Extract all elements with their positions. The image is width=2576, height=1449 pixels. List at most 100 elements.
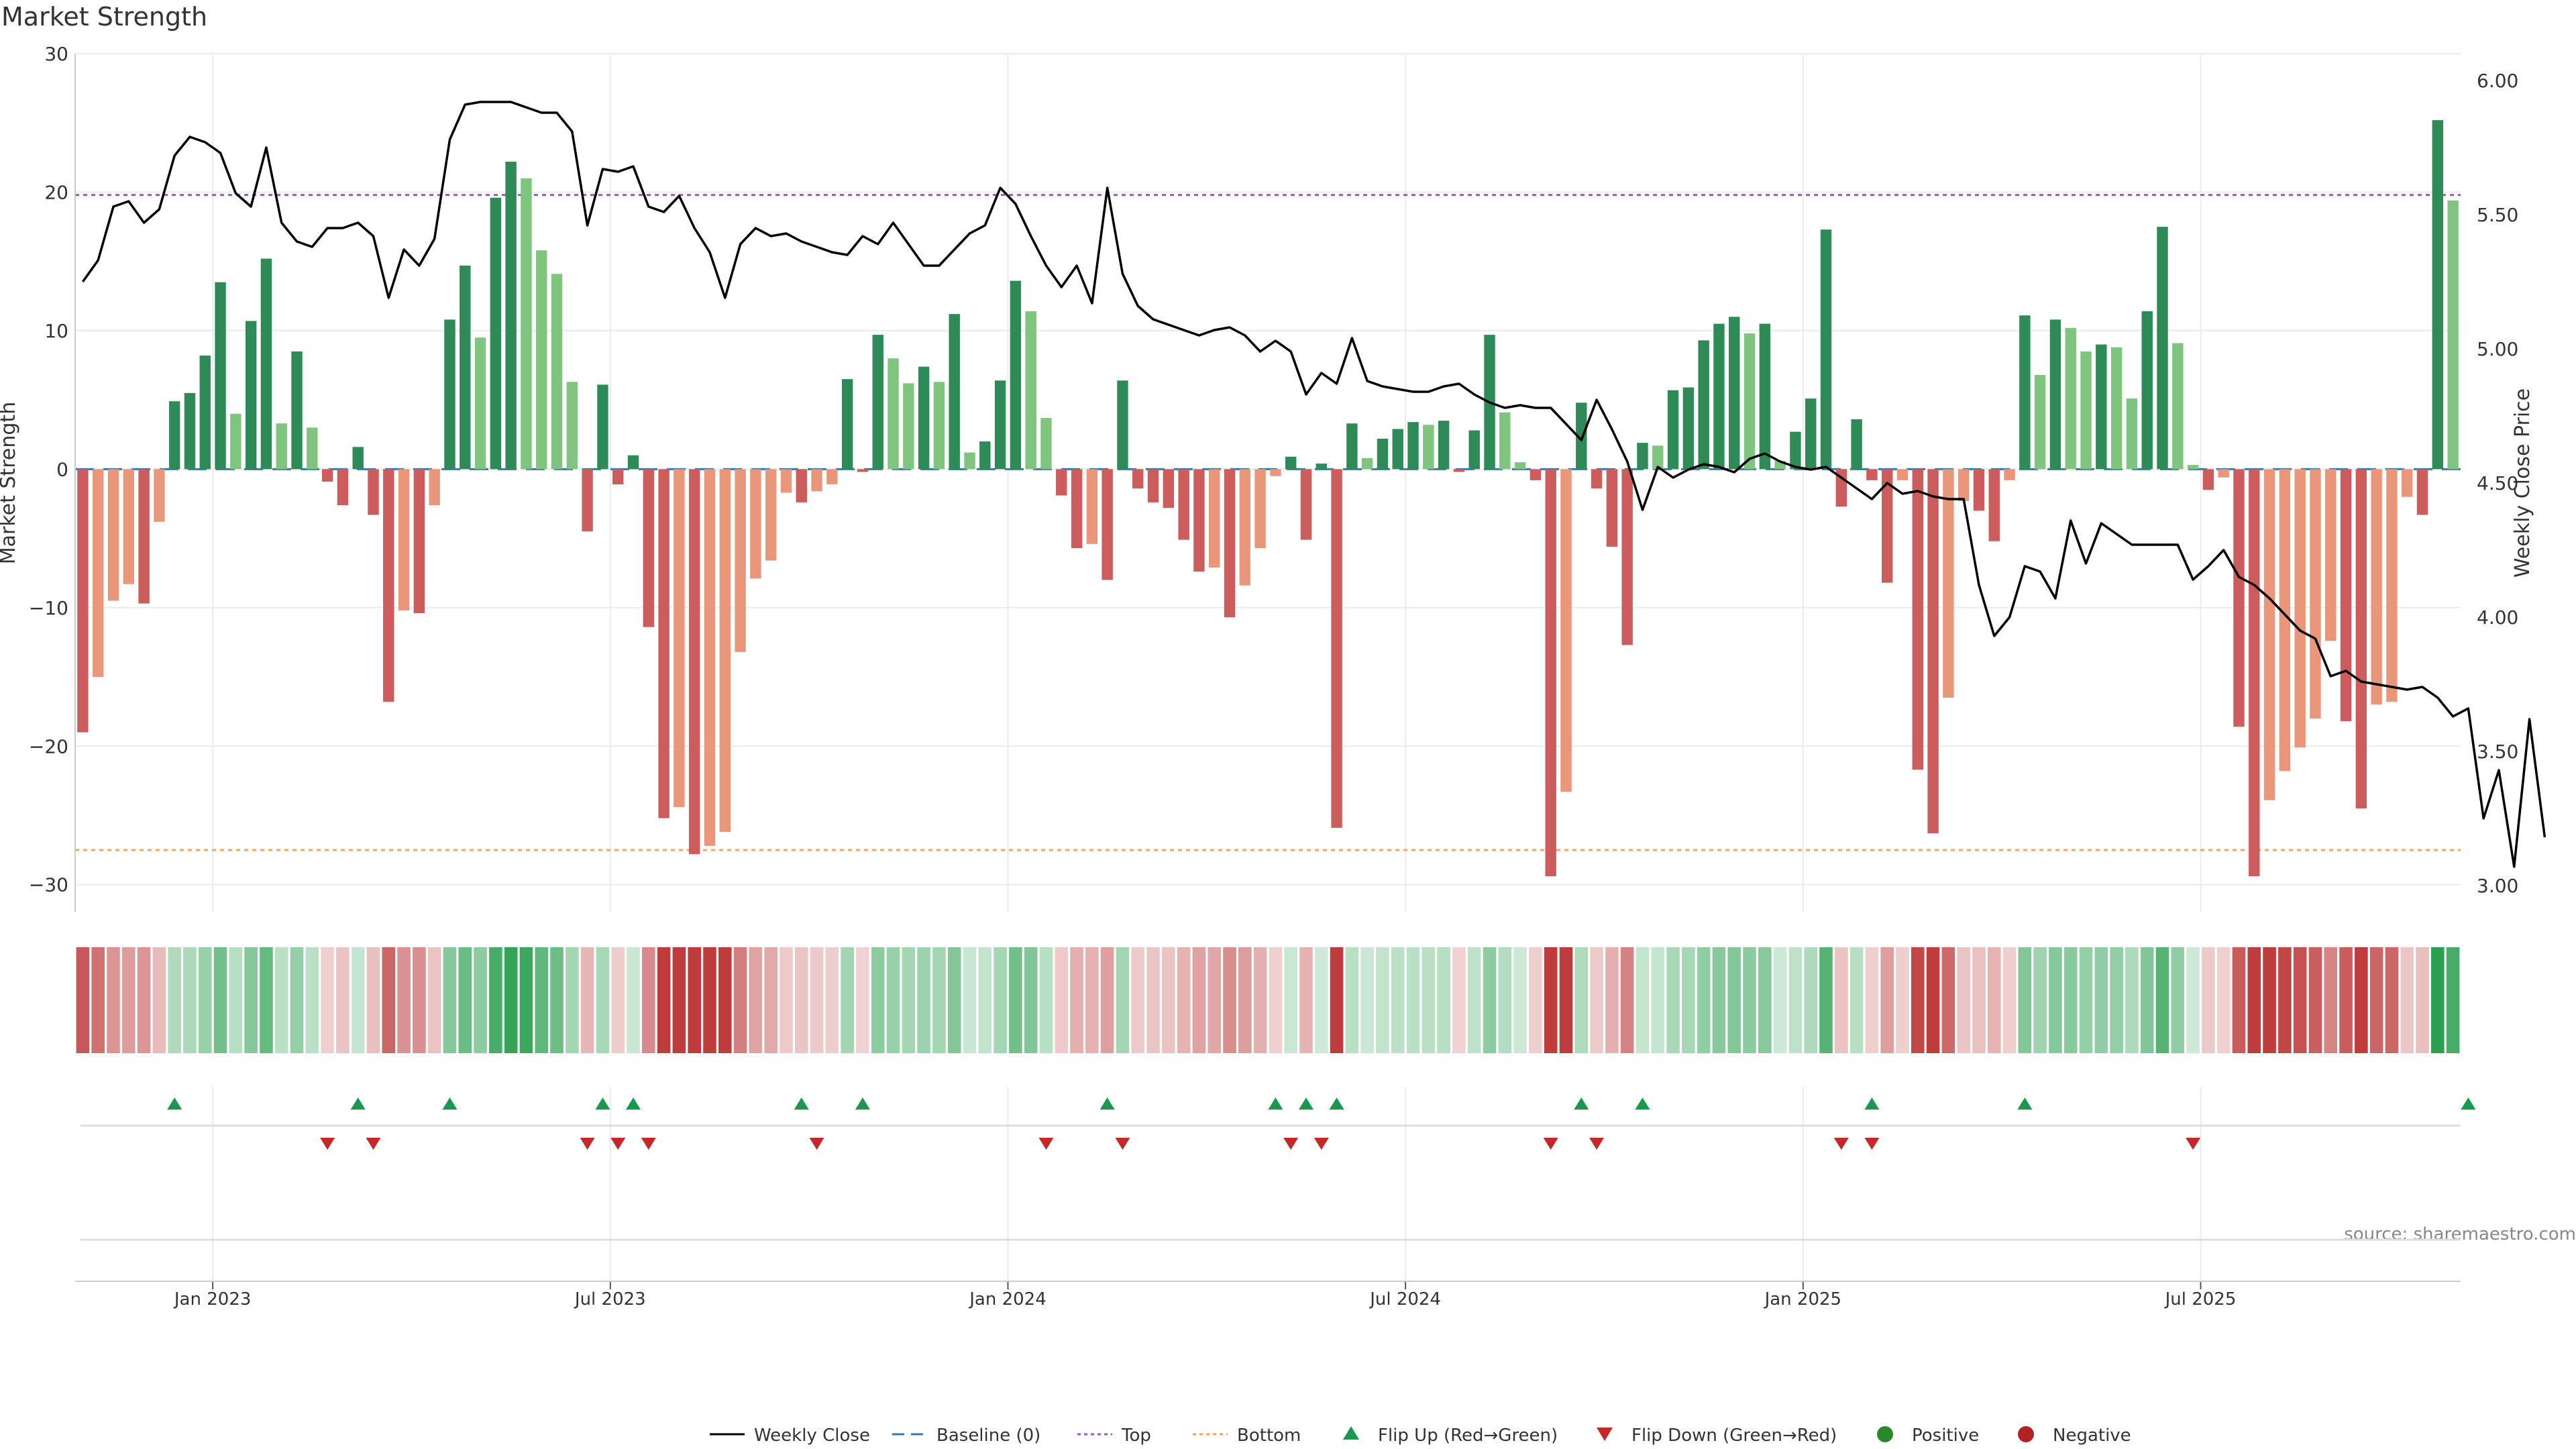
strength-bar	[2126, 398, 2138, 470]
strength-bar	[1729, 317, 1740, 470]
strength-bar	[2157, 227, 2168, 470]
heat-cell	[1055, 947, 1069, 1053]
strength-bar	[1621, 469, 1633, 645]
strength-heat-strip	[76, 947, 2460, 1053]
strength-bar	[2187, 465, 2199, 470]
strength-bar	[735, 469, 746, 652]
flip-up-marker	[794, 1097, 809, 1110]
heat-cell	[856, 947, 869, 1053]
strength-bar	[1560, 469, 1572, 792]
source-note: source: sharemaestro.com	[2344, 1224, 2576, 1244]
heat-cell	[2140, 947, 2154, 1053]
heat-cell	[932, 947, 946, 1053]
legend-item: Flip Up (Red→Green)	[1343, 1426, 1558, 1446]
legend-swatch	[1597, 1428, 1613, 1441]
strength-bar	[1040, 417, 1052, 470]
strength-bar	[750, 469, 761, 579]
flip-down-marker	[1115, 1138, 1130, 1150]
heat-cell	[1131, 947, 1145, 1053]
legend-label: Negative	[2053, 1426, 2131, 1446]
heat-cell	[733, 947, 747, 1053]
y-axis-left-label: Market Strength	[0, 402, 20, 564]
heat-cell	[121, 947, 136, 1053]
strength-bar	[1820, 229, 1832, 470]
strength-bar	[1193, 469, 1205, 572]
y-axis-right-label: Weekly Close Price	[2511, 388, 2534, 578]
heat-cell	[1452, 947, 1466, 1053]
strength-bar	[1576, 402, 1587, 470]
strength-bar	[857, 469, 869, 472]
heat-cell	[1376, 947, 1389, 1053]
strength-bar	[352, 447, 364, 470]
x-tick-label: Jan 2024	[968, 1289, 1046, 1309]
strength-bar	[1438, 421, 1450, 470]
strength-bar	[704, 469, 716, 846]
heat-cell	[1590, 947, 1603, 1053]
strength-bar	[1591, 469, 1603, 489]
heat-cell	[978, 947, 992, 1053]
x-tick-label: Jan 2023	[173, 1289, 252, 1309]
heat-cell	[382, 947, 396, 1053]
strength-bar	[674, 469, 685, 808]
flip-up-marker	[1574, 1097, 1589, 1110]
heat-cell	[2033, 947, 2047, 1053]
heat-cell	[458, 947, 472, 1053]
heat-cell	[657, 947, 671, 1053]
heat-cell	[580, 947, 594, 1053]
strength-bar	[2402, 469, 2413, 497]
heat-cell	[1208, 947, 1222, 1053]
y-right-tick-label: 4.50	[2477, 472, 2518, 494]
y-right-tick-label: 4.00	[2477, 606, 2518, 629]
strength-bar	[1713, 323, 1725, 470]
y-right-tick-label: 5.00	[2477, 338, 2518, 360]
heat-cell	[2416, 947, 2429, 1053]
flip-down-marker	[580, 1138, 595, 1150]
flip-markers	[167, 1097, 2476, 1150]
heat-cell	[1162, 947, 1175, 1053]
heat-cell	[1314, 947, 1328, 1053]
heat-cell	[305, 947, 319, 1053]
strength-bar	[138, 469, 150, 604]
strength-bar	[1866, 469, 1878, 480]
heat-cell	[1100, 947, 1114, 1053]
flip-up-marker	[2017, 1097, 2033, 1110]
heat-cell	[2018, 947, 2032, 1053]
heat-cell	[718, 947, 732, 1053]
heat-cell	[1437, 947, 1450, 1053]
y-right-tick-label: 6.00	[2477, 70, 2518, 92]
strength-bar	[1209, 469, 1220, 568]
heat-cell	[1972, 947, 1986, 1053]
strength-bar	[2049, 319, 2061, 470]
heat-cell	[1039, 947, 1053, 1053]
heat-cell	[519, 947, 533, 1053]
strength-bar	[1529, 469, 1542, 480]
heat-cell	[2278, 947, 2292, 1053]
heat-cell	[1666, 947, 1680, 1053]
heat-cell	[871, 947, 885, 1053]
heat-cell	[1849, 947, 1864, 1053]
flip-down-marker	[366, 1138, 381, 1150]
strength-bar	[597, 384, 608, 470]
chart-title: Market Strength	[1, 2, 207, 32]
heat-cell	[1544, 947, 1558, 1053]
heat-cell	[688, 947, 701, 1053]
strength-bar	[1667, 390, 1679, 470]
heat-cell	[229, 947, 243, 1053]
y-left-tick-label: −20	[29, 735, 68, 757]
flip-up-marker	[1635, 1097, 1650, 1110]
strength-bar	[2325, 469, 2337, 641]
heat-cell	[1529, 947, 1542, 1053]
heat-cell	[91, 947, 105, 1053]
heat-cell	[1253, 947, 1267, 1053]
legend-label: Top	[1121, 1426, 1151, 1446]
flip-up-marker	[1329, 1097, 1344, 1110]
strength-bar	[307, 427, 318, 470]
strength-bar	[1361, 458, 1373, 470]
strength-bar	[2019, 315, 2031, 470]
legend-item: Flip Down (Green→Red)	[1597, 1426, 1837, 1446]
axes: 30 20 10 0 −10 −20 −30 6.00 5.50 5.00 4.50 4.00 3.50…	[29, 43, 2518, 1309]
strength-bar	[1790, 431, 1801, 470]
strength-bar	[1316, 464, 1327, 470]
strength-bar	[658, 469, 669, 818]
